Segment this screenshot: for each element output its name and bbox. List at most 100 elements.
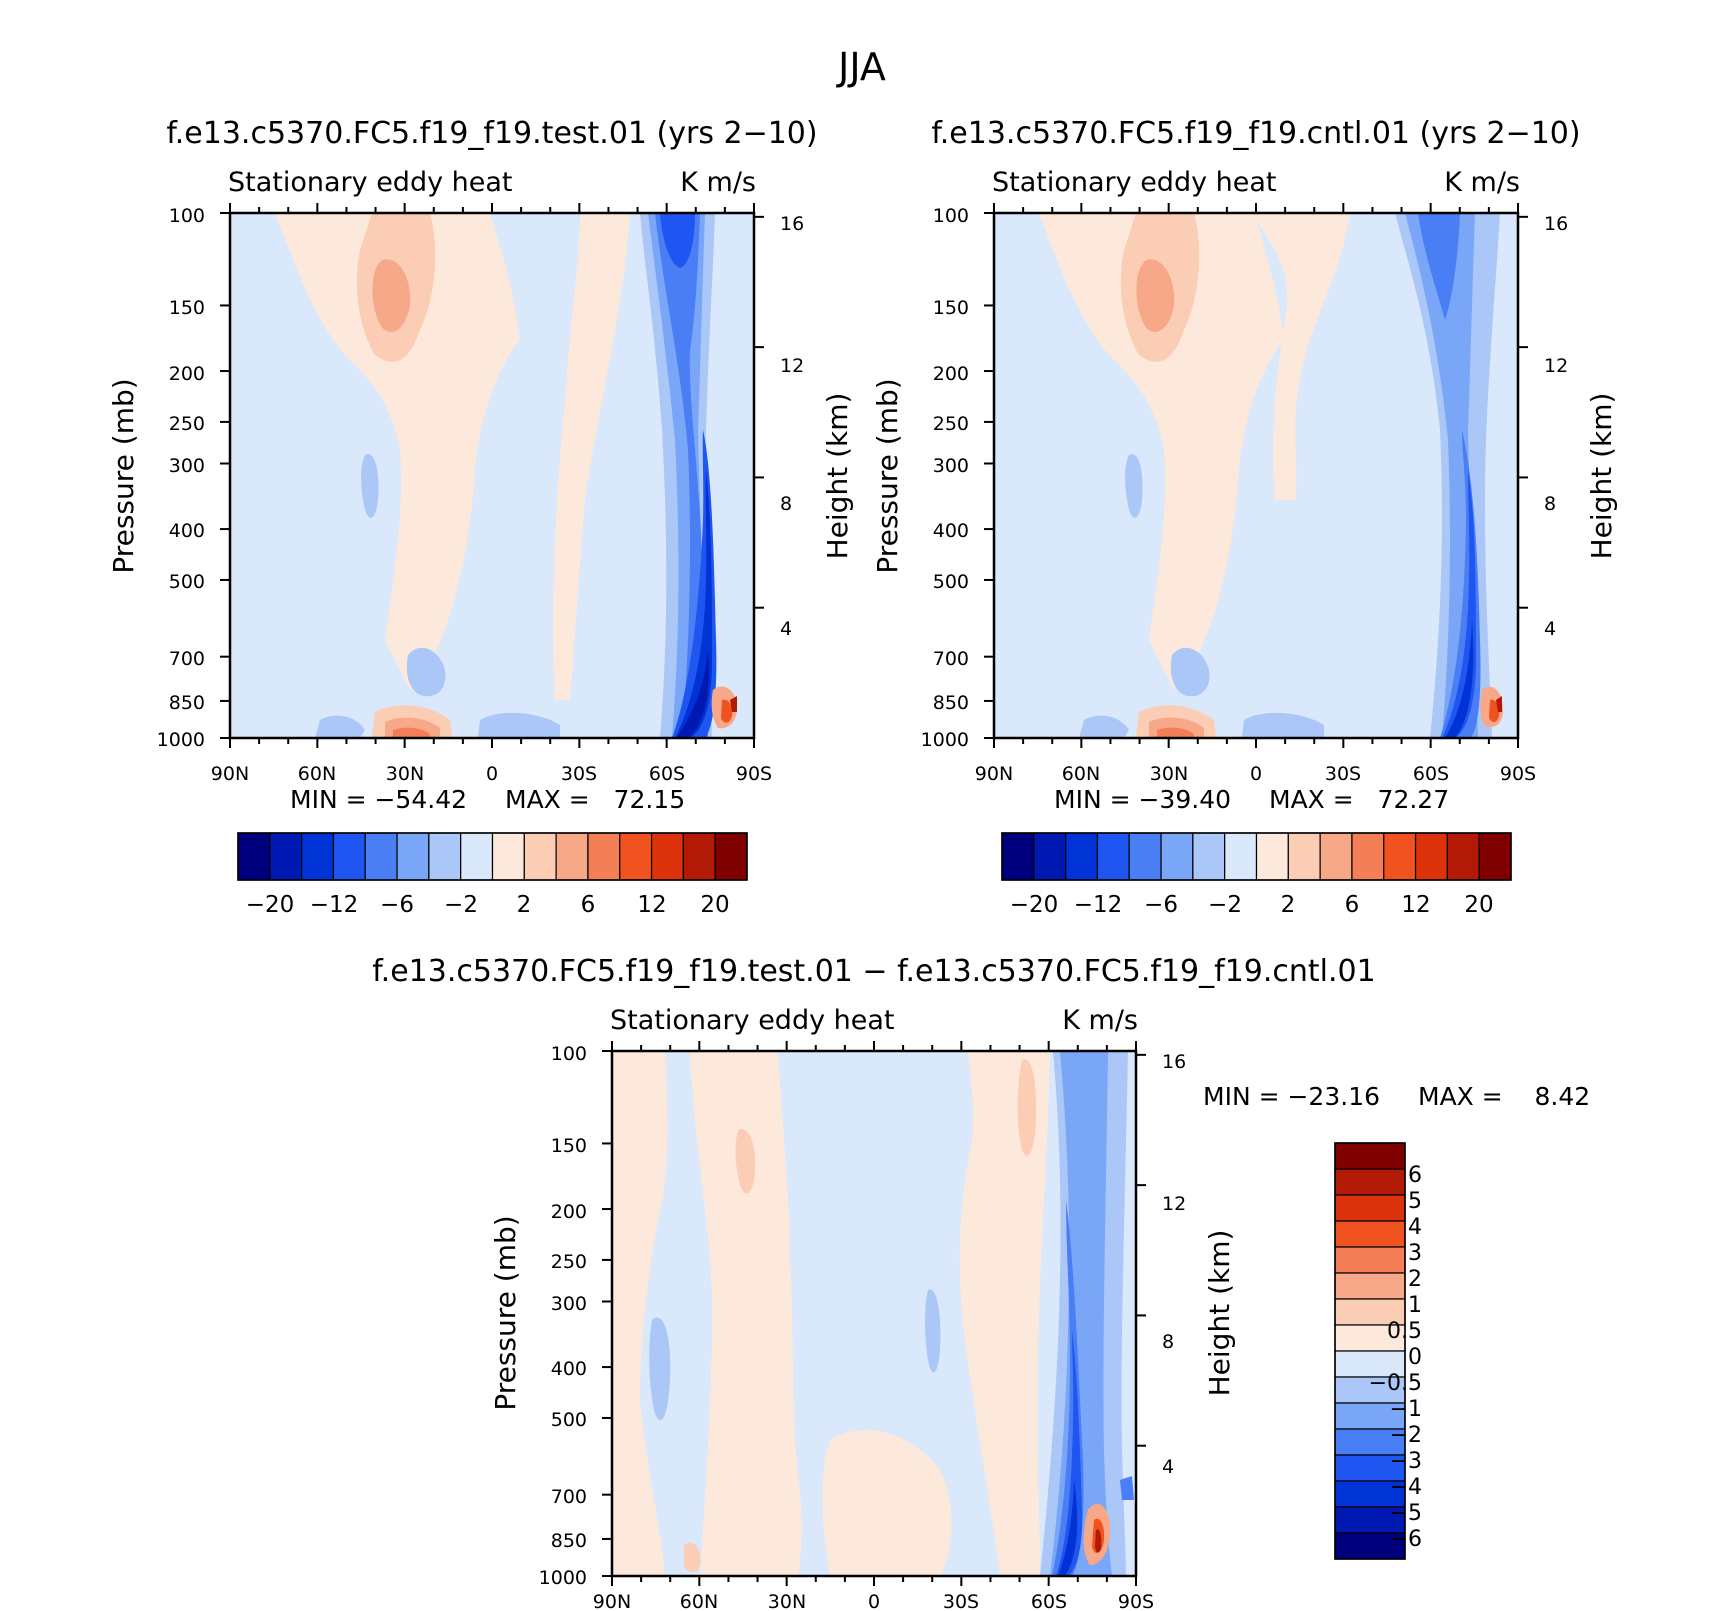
field-contour xyxy=(684,1542,701,1573)
panel-cntl-field xyxy=(994,213,1518,738)
colorbar-label: 6 xyxy=(1408,1163,1422,1188)
panel-diff-xtick-label: 0 xyxy=(868,1591,880,1611)
colorbar-swatch xyxy=(587,832,621,881)
panel-cntl-case-title: f.e13.c5370.FC5.f19_f19.cntl.01 (yrs 2−1… xyxy=(931,116,1580,151)
colorbar-swatch xyxy=(1334,1402,1406,1430)
field-contour xyxy=(925,1289,941,1373)
panel-diff-field xyxy=(612,1051,1136,1576)
panel-diff-ytick-label: 400 xyxy=(551,1358,587,1380)
panel-cntl-xtick-label: 60N xyxy=(1062,763,1100,785)
colorbar-frame xyxy=(237,832,748,881)
panel-test-ytick-label: 250 xyxy=(169,413,205,435)
panel-test-variable: Stationary eddy heat xyxy=(228,167,513,198)
field-contour xyxy=(649,1317,671,1420)
panel-test-ytick-label: 700 xyxy=(169,648,205,670)
panel-test-height-tick-label: 4 xyxy=(780,618,792,640)
panel-diff-variable: Stationary eddy heat xyxy=(610,1005,895,1036)
colorbar-label: −3 xyxy=(1390,1449,1422,1474)
panel-test-field xyxy=(230,213,754,738)
colorbar-swatch xyxy=(1446,832,1480,881)
colorbar-swatch xyxy=(1334,1376,1406,1404)
field-contour xyxy=(275,213,520,690)
field-contour xyxy=(1157,727,1194,738)
panel-diff-height-tick-label: 12 xyxy=(1162,1193,1186,1215)
panel-cntl-height-tick-label: 8 xyxy=(1544,493,1556,515)
panel-diff-xtick-label: 30N xyxy=(768,1591,806,1611)
panel-cntl-xtick-label: 30S xyxy=(1325,763,1361,785)
colorbar-label: −4 xyxy=(1390,1475,1422,1500)
colorbar-swatch xyxy=(1334,1168,1406,1196)
panel-test-ylabel: Pressure (mb) xyxy=(107,378,140,573)
panel-test-ylabel-right: Height (km) xyxy=(821,393,854,560)
panel-test-xtick-label: 90N xyxy=(211,763,249,785)
panel-cntl-height-tick-label: 12 xyxy=(1544,355,1568,377)
field-contour xyxy=(1039,213,1284,690)
colorbar-label: 2 xyxy=(1408,1267,1422,1292)
panel-test-min: MIN = −54.42 xyxy=(290,785,467,814)
colorbar-label: −6 xyxy=(1144,892,1178,918)
panel-diff-case-title: f.e13.c5370.FC5.f19_f19.test.01 − f.e13.… xyxy=(372,954,1375,989)
colorbar-label: −5 xyxy=(1390,1501,1422,1526)
field-contour xyxy=(735,1129,756,1194)
colorbar-swatch xyxy=(1334,1428,1406,1456)
panel-test-ytick-label: 850 xyxy=(169,692,205,714)
field-contour xyxy=(478,712,560,738)
panel-test-height-tick-label: 16 xyxy=(780,213,804,235)
colorbar-swatch xyxy=(1334,1142,1406,1170)
panel-diff-ytick-label: 300 xyxy=(551,1293,587,1315)
colorbar-swatch xyxy=(396,832,430,881)
panel-cntl-xtick-label: 60S xyxy=(1413,763,1449,785)
colorbar-swatch xyxy=(1128,832,1162,881)
colorbar-swatch xyxy=(1383,832,1417,881)
colorbar-swatch xyxy=(1255,832,1289,881)
panel-diff-min: MIN = −23.16 xyxy=(1203,1082,1380,1111)
field-contour xyxy=(1079,715,1129,738)
colorbar-swatch xyxy=(1334,1272,1406,1300)
colorbar-label: 6 xyxy=(581,892,596,918)
panel-cntl-ytick-label: 150 xyxy=(933,297,969,319)
colorbar-label: 4 xyxy=(1408,1215,1422,1240)
panel-cntl-xtick-label: 30N xyxy=(1150,763,1188,785)
field-contour xyxy=(393,727,430,738)
colorbar-swatch xyxy=(460,832,494,881)
field-contour xyxy=(1125,454,1143,518)
field-contour xyxy=(1242,712,1324,738)
colorbar-swatch xyxy=(1096,832,1130,881)
colorbar-label: 5 xyxy=(1408,1189,1422,1214)
colorbar-swatch xyxy=(1334,1220,1406,1248)
panel-test-xtick-label: 60S xyxy=(649,763,685,785)
field-contour xyxy=(822,1430,952,1576)
panel-cntl-units: K m/s xyxy=(1444,167,1520,198)
colorbar-swatch xyxy=(491,832,525,881)
colorbar-label: 6 xyxy=(1345,892,1360,918)
field-contour xyxy=(1136,259,1175,332)
panel-test-xtick-label: 30S xyxy=(561,763,597,785)
colorbar-label: −12 xyxy=(310,892,359,918)
panel-diff-ytick-label: 150 xyxy=(551,1135,587,1157)
panel-cntl: f.e13.c5370.FC5.f19_f19.cntl.01 (yrs 2−1… xyxy=(871,116,1618,918)
colorbar-swatch xyxy=(364,832,398,881)
panel-diff-ylabel: Pressure (mb) xyxy=(489,1215,522,1410)
panel-diff-colorbar xyxy=(1334,1142,1406,1560)
colorbar-swatch xyxy=(1478,832,1512,881)
field-contour xyxy=(1489,699,1500,723)
panel-cntl-ylabel: Pressure (mb) xyxy=(871,378,904,573)
panel-cntl-ytick-label: 250 xyxy=(933,413,969,435)
field-contour xyxy=(721,699,733,723)
colorbar-label: 12 xyxy=(637,892,666,918)
panel-diff-ticks xyxy=(602,1041,1146,1586)
colorbar-frame xyxy=(1001,832,1512,881)
panel-cntl-ytick-label: 300 xyxy=(933,455,969,477)
panel-test-case-title: f.e13.c5370.FC5.f19_f19.test.01 (yrs 2−1… xyxy=(166,116,817,151)
panel-diff-ytick-label: 850 xyxy=(551,1530,587,1552)
colorbar-label: 20 xyxy=(1464,892,1493,918)
field-contour xyxy=(730,696,737,712)
colorbar-frame xyxy=(1334,1142,1406,1560)
panel-test-xtick-label: 30N xyxy=(386,763,424,785)
panel-cntl-max: MAX = 72.27 xyxy=(1269,785,1449,814)
colorbar-label: 0 xyxy=(1408,1345,1422,1370)
colorbar-label: 0.5 xyxy=(1387,1319,1422,1344)
colorbar-label: −12 xyxy=(1074,892,1123,918)
colorbar-swatch xyxy=(1319,832,1353,881)
